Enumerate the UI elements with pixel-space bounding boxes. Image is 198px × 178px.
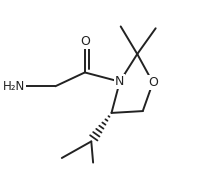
Text: N: N (115, 75, 125, 88)
Text: H₂N: H₂N (3, 80, 25, 93)
Text: O: O (80, 35, 90, 48)
Text: O: O (148, 76, 158, 89)
